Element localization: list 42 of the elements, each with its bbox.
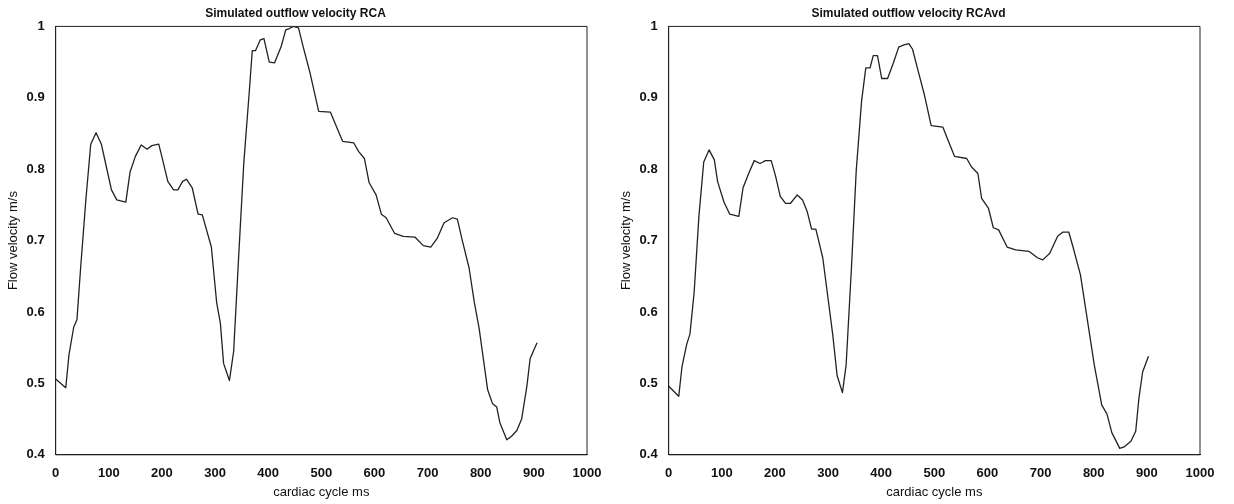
x-tick-label: 900 <box>523 465 545 481</box>
chart-title: Simulated outflow velocity RCA <box>205 5 387 20</box>
y-tick-label: 1 <box>650 17 658 33</box>
y-tick-label: 0.6 <box>639 303 658 319</box>
x-tick-label: 0 <box>665 465 673 481</box>
x-tick-label: 800 <box>469 465 492 481</box>
y-tick-label: 0.6 <box>26 303 45 319</box>
x-tick-label: 600 <box>976 465 999 481</box>
x-tick-label: 300 <box>817 465 839 481</box>
x-tick-label: 700 <box>416 465 439 481</box>
x-tick-label: 200 <box>764 465 786 481</box>
x-tick-label: 1000 <box>1185 465 1215 481</box>
chart-title: Simulated outflow velocity RCAvd <box>811 5 1006 20</box>
y-tick-label: 0.7 <box>26 232 45 248</box>
y-tick-label: 1 <box>37 17 45 33</box>
y-tick-label: 0.4 <box>639 446 659 462</box>
y-tick-label: 0.9 <box>639 89 658 105</box>
x-tick-label: 400 <box>257 465 280 481</box>
y-tick-label: 0.5 <box>26 374 45 390</box>
x-tick-label: 600 <box>363 465 386 481</box>
x-tick-label: 800 <box>1082 465 1105 481</box>
x-tick-label: 100 <box>97 465 120 481</box>
y-axis-title: Flow velocity m/s <box>5 190 21 291</box>
x-axis-title: cardiac cycle ms <box>273 483 370 499</box>
x-tick-label: 100 <box>710 465 733 481</box>
x-tick-label: 1000 <box>572 465 602 481</box>
y-tick-label: 0.8 <box>26 160 45 176</box>
x-tick-label: 0 <box>52 465 60 481</box>
x-axis-title: cardiac cycle ms <box>886 483 983 499</box>
y-tick-label: 0.7 <box>639 232 658 248</box>
x-tick-label: 300 <box>204 465 226 481</box>
x-tick-label: 700 <box>1029 465 1052 481</box>
x-tick-label: 500 <box>310 465 333 481</box>
x-tick-label: 900 <box>1136 465 1158 481</box>
y-tick-label: 0.9 <box>26 89 45 105</box>
y-tick-label: 0.5 <box>639 374 658 390</box>
x-tick-label: 500 <box>923 465 946 481</box>
y-tick-label: 0.4 <box>26 446 46 462</box>
x-tick-label: 400 <box>870 465 893 481</box>
y-axis-title: Flow velocity m/s <box>618 190 634 291</box>
y-tick-label: 0.8 <box>639 160 658 176</box>
x-tick-label: 200 <box>151 465 173 481</box>
